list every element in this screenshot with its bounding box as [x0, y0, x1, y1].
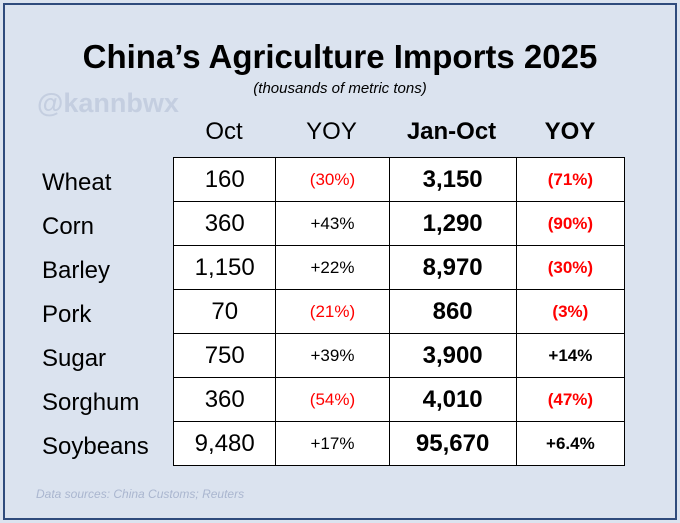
table-row: 360 (54%) 4,010 (47%) [172, 377, 626, 422]
data-sources-note: Data sources: China Customs; Reuters [36, 487, 245, 501]
header-jan-oct-yoy: YOY [544, 118, 596, 145]
jan-oct-yoy-cell: (30%) [515, 245, 626, 290]
table-row: 360 +43% 1,290 (90%) [172, 201, 626, 246]
jan-oct-yoy-cell: (3%) [515, 289, 626, 334]
jan-oct-cell: 95,670 [388, 421, 517, 466]
oct-yoy-cell: (21%) [275, 289, 390, 334]
oct-cell: 360 [172, 377, 277, 422]
oct-yoy-cell: (30%) [275, 157, 390, 202]
oct-cell: 360 [172, 201, 277, 246]
jan-oct-yoy-cell: (47%) [515, 377, 626, 422]
watermark-handle: @kannbwx [37, 88, 179, 118]
oct-yoy-cell: (54%) [275, 377, 390, 422]
jan-oct-yoy-cell: +14% [515, 333, 626, 378]
row-label: Barley [42, 257, 111, 284]
table-row: 750 +39% 3,900 +14% [172, 333, 626, 378]
oct-yoy-cell: +17% [275, 421, 390, 466]
header-jan-oct: Jan-Oct [406, 118, 497, 145]
oct-cell: 1,150 [172, 245, 277, 290]
jan-oct-yoy-cell: (90%) [515, 201, 626, 246]
oct-cell: 9,480 [172, 421, 277, 466]
table-row: 9,480 +17% 95,670 +6.4% [172, 421, 626, 466]
oct-cell: 160 [172, 157, 277, 202]
jan-oct-cell: 3,900 [388, 333, 517, 378]
oct-cell: 70 [172, 289, 277, 334]
jan-oct-cell: 3,150 [388, 157, 517, 202]
page-subtitle: (thousands of metric tons) [253, 80, 427, 97]
oct-yoy-cell: +43% [275, 201, 390, 246]
jan-oct-cell: 1,290 [388, 201, 517, 246]
page-title: China’s Agriculture Imports 2025 [82, 38, 598, 75]
row-label: Corn [42, 213, 95, 240]
jan-oct-cell: 860 [388, 289, 517, 334]
header-oct-yoy: YOY [306, 118, 357, 145]
header-oct: Oct [205, 118, 243, 145]
row-label: Soybeans [42, 433, 149, 460]
table-row: 160 (30%) 3,150 (71%) [172, 157, 626, 202]
jan-oct-yoy-cell: (71%) [515, 157, 626, 202]
jan-oct-cell: 8,970 [388, 245, 517, 290]
imports-table: 160 (30%) 3,150 (71%) 360 +43% 1,290 (90… [172, 157, 626, 466]
jan-oct-cell: 4,010 [388, 377, 517, 422]
table-row: 70 (21%) 860 (3%) [172, 289, 626, 334]
oct-cell: 750 [172, 333, 277, 378]
table-row: 1,150 +22% 8,970 (30%) [172, 245, 626, 290]
row-label: Sorghum [42, 389, 140, 416]
jan-oct-yoy-cell: +6.4% [515, 421, 626, 466]
row-label: Wheat [42, 169, 112, 196]
row-label: Pork [42, 301, 92, 328]
oct-yoy-cell: +39% [275, 333, 390, 378]
oct-yoy-cell: +22% [275, 245, 390, 290]
row-label: Sugar [42, 345, 107, 372]
